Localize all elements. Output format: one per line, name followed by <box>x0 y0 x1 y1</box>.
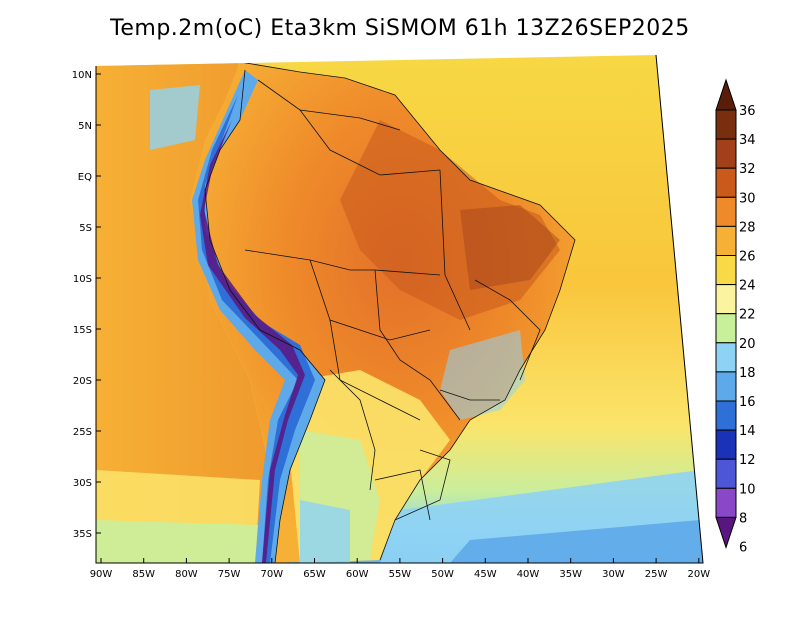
colorbar-swatch <box>715 196 737 227</box>
colorbar-swatch <box>715 458 737 489</box>
lon-tick-label: 80W <box>175 569 198 580</box>
colorbar-swatch <box>715 429 737 460</box>
colorbar-swatch <box>715 487 737 518</box>
longitude-axis: 90W 85W 80W 75W 70W 65W 60W 55W 50W 45W 40W 35W 30W 2… <box>90 558 710 580</box>
colorbar-swatch <box>715 138 737 169</box>
lon-tick-label: 30W <box>602 569 625 580</box>
latitude-axis: 10N 5N EQ 5S 10S 15S 20S 25S 30S 35S <box>72 70 101 540</box>
colorbar-label: 16 <box>739 395 756 410</box>
colorbar-label: 8 <box>739 511 747 526</box>
lat-tick-label: 20S <box>73 376 92 387</box>
lon-tick-label: 35W <box>559 569 582 580</box>
colorbar-swatch <box>715 313 737 344</box>
lat-tick-label: EQ <box>78 172 92 183</box>
colorbar-swatch <box>715 167 737 198</box>
lon-tick-label: 70W <box>260 569 283 580</box>
colorbar-label: 24 <box>739 279 756 294</box>
lon-tick-label: 85W <box>132 569 155 580</box>
colorbar-swatch <box>715 255 737 286</box>
lon-tick-label: 90W <box>90 569 113 580</box>
lat-tick-label: 10N <box>72 70 92 81</box>
colorbar-label: 18 <box>739 366 756 381</box>
colorbar-swatch <box>715 342 737 373</box>
colorbar-swatch <box>715 284 737 315</box>
lat-tick-label: 15S <box>73 325 92 336</box>
lat-tick-label: 10S <box>73 274 92 285</box>
colorbar-label: 22 <box>739 308 756 323</box>
lat-tick-label: 5N <box>78 121 92 132</box>
lat-tick-label: 5S <box>79 223 92 234</box>
colorbar-label: 28 <box>739 220 756 235</box>
colorbar: 36 34 32 30 28 26 24 22 20 18 16 14 12 10 8 6 <box>715 78 756 556</box>
lat-tick-label: 25S <box>73 427 92 438</box>
colorbar-label: 36 <box>739 104 756 119</box>
map-title: Temp.2m(oC) Eta3km SiSMOM 61h 13Z26SEP20… <box>110 16 690 41</box>
colorbar-label: 32 <box>739 162 756 177</box>
colorbar-label: 30 <box>739 191 756 206</box>
lat-tick-label: 30S <box>73 478 92 489</box>
colorbar-swatch <box>715 371 737 402</box>
lon-tick-label: 55W <box>389 569 412 580</box>
colorbar-top-arrow <box>715 78 737 111</box>
lon-tick-label: 65W <box>303 569 326 580</box>
colorbar-label: 10 <box>739 482 756 497</box>
lon-tick-label: 50W <box>431 569 454 580</box>
colorbar-label: 12 <box>739 453 756 468</box>
colorbar-swatch <box>715 225 737 256</box>
lon-tick-label: 45W <box>474 569 497 580</box>
colorbar-swatch <box>715 109 737 140</box>
lon-tick-label: 40W <box>517 569 540 580</box>
colorbar-label: 14 <box>739 424 756 439</box>
colorbar-swatch <box>715 400 737 431</box>
colorbar-bottom-arrow <box>715 516 737 549</box>
lon-tick-label: 60W <box>346 569 369 580</box>
lon-tick-label: 75W <box>218 569 241 580</box>
lon-tick-label: 20W <box>687 569 710 580</box>
map-field <box>96 55 703 563</box>
colorbar-label: 34 <box>739 133 756 148</box>
lat-tick-label: 35S <box>73 529 92 540</box>
colorbar-label: 6 <box>739 541 747 556</box>
colorbar-label: 26 <box>739 250 756 265</box>
lon-tick-label: 25W <box>645 569 668 580</box>
colorbar-label: 20 <box>739 337 756 352</box>
